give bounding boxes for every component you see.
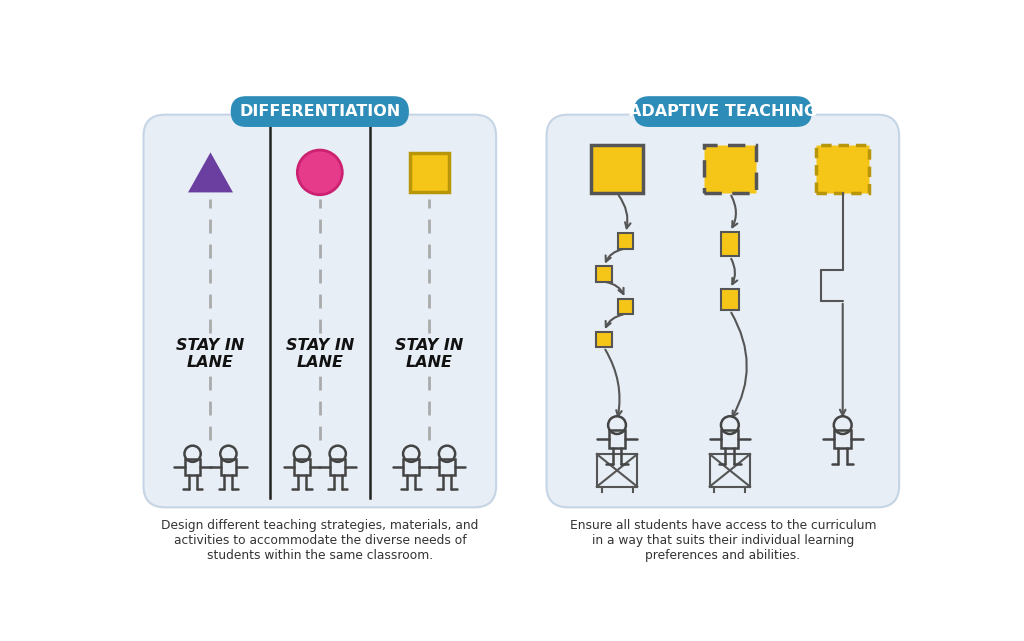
Text: DIFFERENTIATION: DIFFERENTIATION: [240, 104, 400, 119]
FancyBboxPatch shape: [230, 96, 409, 127]
Bar: [294, 458, 309, 475]
Text: STAY IN
LANE: STAY IN LANE: [176, 338, 245, 370]
Bar: [617, 233, 633, 249]
Bar: [608, 430, 626, 448]
Text: STAY IN
LANE: STAY IN LANE: [286, 338, 354, 370]
Bar: [410, 153, 449, 192]
Text: Design different teaching strategies, materials, and
activities to accommodate t: Design different teaching strategies, ma…: [161, 519, 478, 562]
Bar: [617, 299, 633, 314]
FancyBboxPatch shape: [634, 96, 812, 127]
Bar: [220, 458, 237, 475]
Bar: [596, 332, 611, 347]
Text: Ensure all students have access to the curriculum
in a way that suits their indi: Ensure all students have access to the c…: [569, 519, 877, 562]
Circle shape: [297, 150, 342, 195]
Bar: [403, 458, 419, 475]
Bar: [330, 458, 345, 475]
Text: ADAPTIVE TEACHING: ADAPTIVE TEACHING: [629, 104, 817, 119]
Bar: [835, 430, 851, 448]
FancyBboxPatch shape: [547, 115, 899, 507]
Bar: [721, 288, 739, 310]
Bar: [703, 146, 756, 193]
Text: STAY IN
LANE: STAY IN LANE: [395, 338, 463, 370]
Bar: [596, 267, 611, 282]
Bar: [185, 458, 201, 475]
Bar: [439, 458, 455, 475]
Bar: [591, 146, 643, 193]
Bar: [721, 231, 739, 256]
FancyBboxPatch shape: [143, 115, 496, 507]
Bar: [816, 146, 869, 193]
Bar: [721, 430, 738, 448]
Polygon shape: [188, 153, 233, 192]
